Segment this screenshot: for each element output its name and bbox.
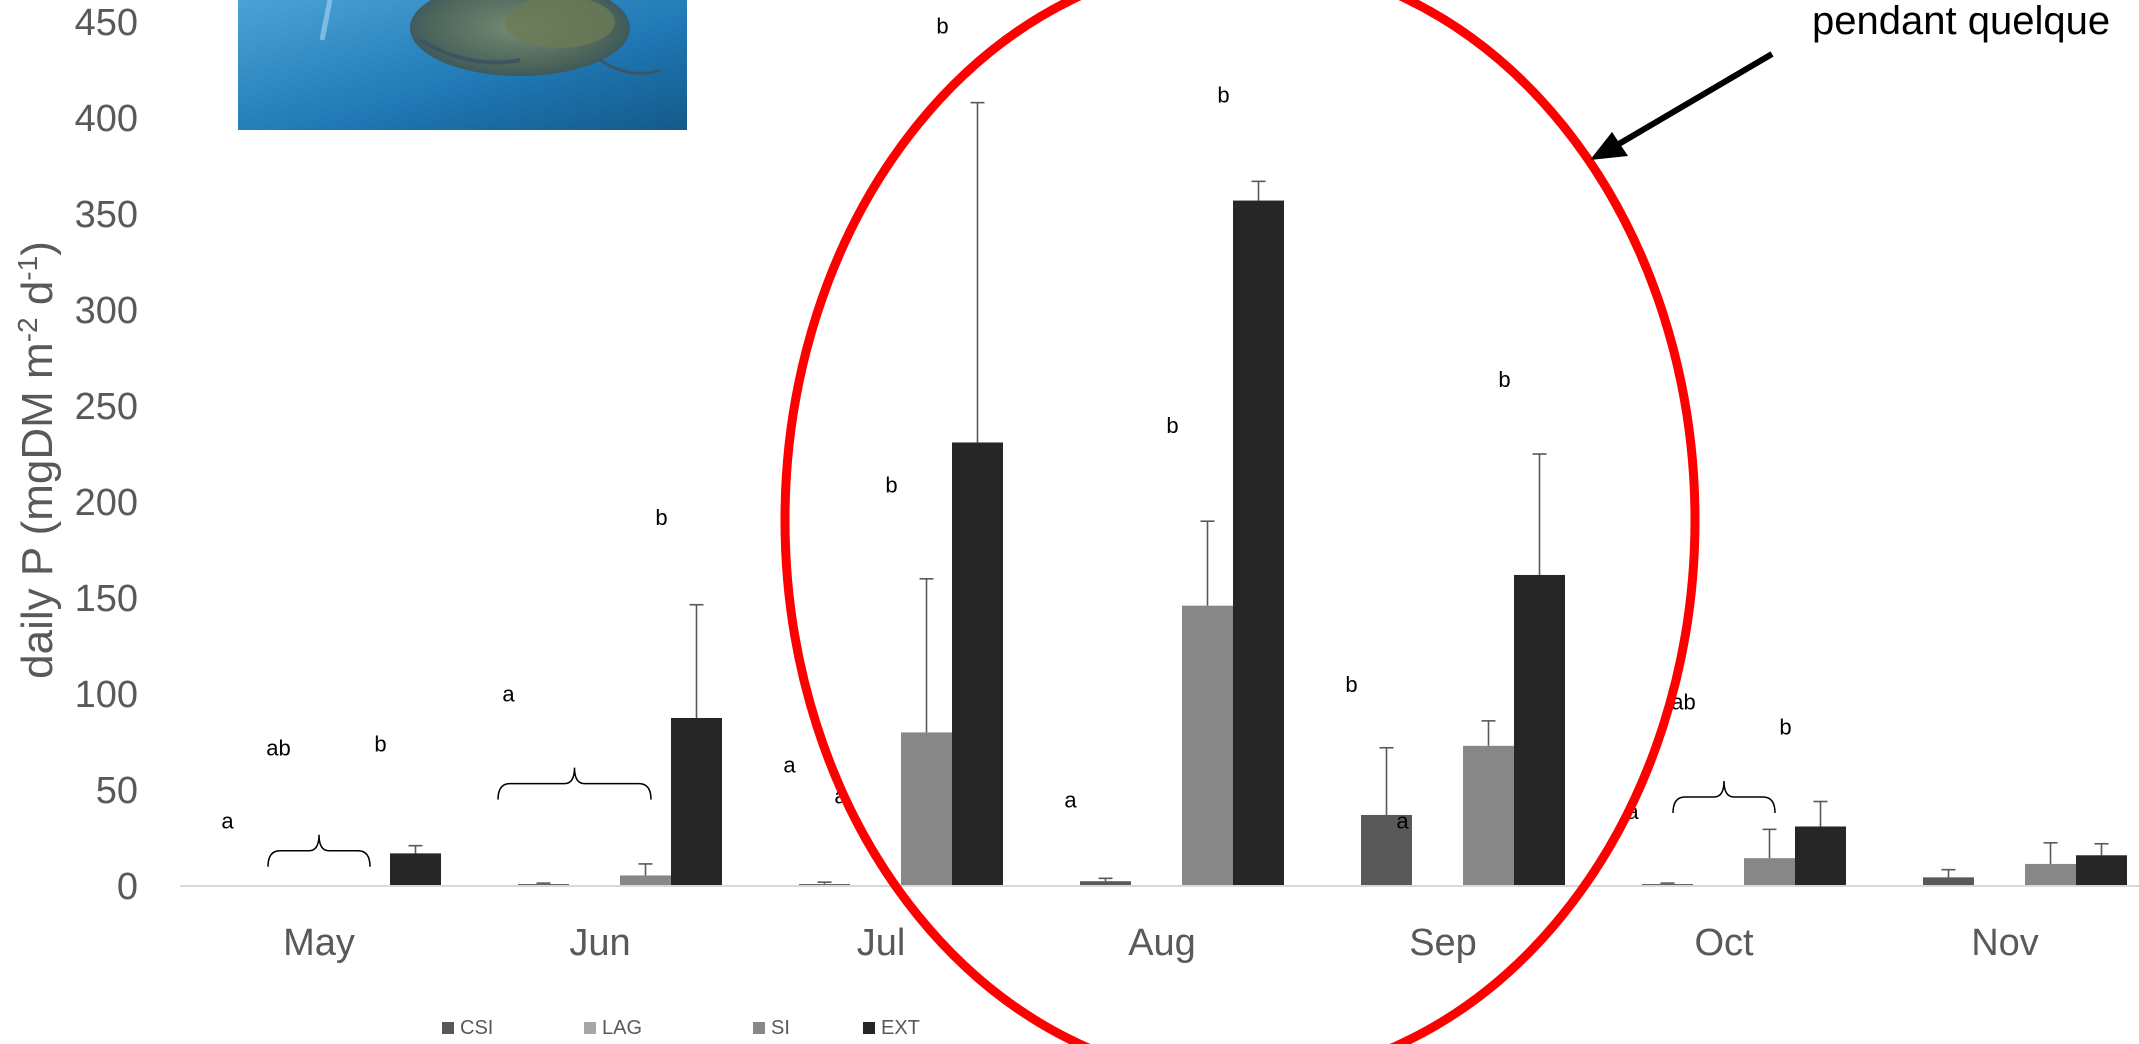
y-tick-label: 300 (75, 290, 138, 332)
bar-si-jun (620, 875, 671, 886)
legend-label-lag: LAG (602, 1017, 642, 1039)
bar-ext-sep (1514, 575, 1565, 886)
bar-si-nov (2025, 864, 2076, 886)
bracket (1673, 781, 1775, 813)
significance-label: b (936, 14, 948, 39)
x-tick-label: Aug (1128, 922, 1196, 964)
legend-label-ext: EXT (881, 1017, 920, 1039)
y-tick-label: 400 (75, 98, 138, 140)
legend-label-si: SI (771, 1017, 790, 1039)
significance-label: b (655, 505, 667, 530)
significance-label: b (1345, 672, 1357, 697)
significance-label: ab (266, 735, 290, 760)
bar-csi-nov (1923, 877, 1974, 886)
bar-ext-may (390, 853, 441, 886)
y-axis-ticks: 0 50 100 150 200 250 300 350 400 450 (75, 2, 138, 908)
significance-label: a (1064, 787, 1077, 812)
significance-label: b (885, 472, 897, 497)
significance-label: b (374, 732, 386, 757)
x-tick-label: May (283, 922, 355, 964)
y-tick-label: 100 (75, 674, 138, 716)
bar-ext-jul (952, 442, 1003, 886)
legend-swatch-lag (584, 1022, 596, 1034)
bar-ext-aug (1233, 201, 1284, 886)
significance-label: a (1396, 808, 1409, 833)
significance-label: b (1498, 367, 1510, 392)
significance-label: a (502, 682, 515, 707)
legend: CSI LAG SI EXT (442, 1017, 920, 1039)
callout-arrow (1590, 54, 1772, 160)
bar-si-sep (1463, 746, 1514, 886)
y-tick-label: 50 (96, 770, 138, 812)
y-tick-label: 0 (117, 866, 138, 908)
y-tick-label: 350 (75, 194, 138, 236)
legend-swatch-csi (442, 1022, 454, 1034)
legend-swatch-ext (863, 1022, 875, 1034)
x-tick-label: Jul (857, 922, 906, 964)
x-tick-label: Oct (1694, 922, 1754, 964)
bar-ext-jun (671, 718, 722, 886)
legend-label-csi: CSI (460, 1017, 493, 1039)
x-tick-label: Jun (569, 922, 630, 964)
x-axis-labels: May Jun Jul Aug Sep Oct Nov (283, 922, 2039, 964)
bracket (498, 768, 651, 800)
bar-si-jul (901, 732, 952, 886)
y-tick-label: 150 (75, 578, 138, 620)
significance-label: a (221, 808, 234, 833)
y-tick-label: 250 (75, 386, 138, 428)
bar-si-oct (1744, 858, 1795, 886)
y-axis-label: daily P (mgDM m-2 d-1) (12, 241, 63, 679)
x-tick-label: Sep (1409, 922, 1477, 964)
y-tick-label: 200 (75, 482, 138, 524)
significance-label: b (1217, 83, 1229, 108)
callout-text: pendant quelque (1812, 0, 2110, 43)
legend-swatch-si (753, 1022, 765, 1034)
bar-ext-oct (1795, 826, 1846, 886)
x-tick-label: Nov (1971, 922, 2039, 964)
bracket (268, 835, 370, 867)
y-tick-label: 450 (75, 2, 138, 44)
bar-ext-nov (2076, 855, 2127, 886)
significance-label: b (1166, 413, 1178, 438)
significance-label: a (783, 753, 796, 778)
zooplankton-photo (238, 0, 687, 130)
significance-label: b (1779, 714, 1791, 739)
bar-si-aug (1182, 606, 1233, 886)
